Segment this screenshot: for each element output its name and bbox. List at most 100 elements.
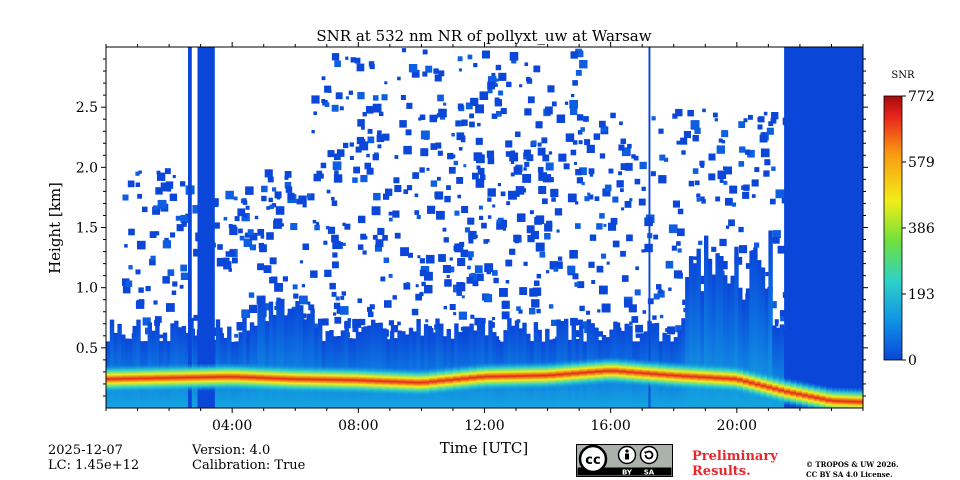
cloud-speckle — [306, 193, 311, 198]
cloud-speckle — [574, 161, 577, 165]
cloud-speckle — [695, 180, 700, 186]
cloud-speckle — [557, 256, 563, 261]
cloud-speckle — [597, 331, 603, 337]
cloud-speckle — [461, 206, 469, 213]
low-signal-strip — [276, 297, 281, 408]
cloud-speckle — [429, 114, 437, 123]
cloud-speckle — [155, 187, 163, 195]
cloud-speckle — [366, 153, 370, 158]
cloud-speckle — [523, 261, 528, 266]
layer-segment — [766, 373, 773, 402]
cloud-speckle — [382, 235, 388, 241]
cloud-speckle — [518, 309, 523, 314]
low-signal-strip — [257, 296, 262, 408]
low-signal-strip — [757, 260, 762, 408]
cloud-speckle — [631, 316, 639, 323]
low-signal-strip — [700, 291, 705, 408]
cloud-speckle — [577, 319, 583, 326]
cloud-speckle — [468, 238, 474, 244]
cloud-speckle — [763, 170, 770, 177]
cloud-speckle — [382, 133, 390, 141]
cloud-speckle — [606, 261, 610, 265]
y-tick-label: 0.5 — [76, 341, 98, 357]
cloud-speckle — [477, 167, 485, 175]
cloud-speckle — [384, 300, 392, 308]
cloud-speckle — [550, 188, 559, 197]
cloud-speckle — [760, 148, 770, 158]
cloud-speckle — [487, 81, 495, 90]
cloud-speckle — [472, 173, 478, 179]
x-tick-label: 04:00 — [212, 418, 252, 434]
cloud-speckle — [475, 104, 484, 114]
layer-segment — [594, 357, 604, 386]
cloud-speckle — [357, 119, 365, 127]
cloud-speckle — [715, 196, 721, 202]
cloud-speckle — [584, 139, 591, 146]
cloud-speckle — [486, 150, 495, 158]
cloud-speckle — [664, 157, 669, 162]
cloud-speckle — [770, 198, 776, 205]
cloud-speckle — [145, 286, 151, 292]
cloud-speckle — [470, 272, 476, 278]
cloud-speckle — [554, 208, 563, 216]
cloud-speckle — [229, 250, 236, 256]
layer-segment — [287, 365, 296, 393]
cloud-speckle — [656, 284, 662, 290]
cloud-speckle — [534, 280, 540, 286]
layer-segment — [492, 362, 501, 391]
cloud-speckle — [641, 186, 646, 191]
cloud-speckle — [653, 234, 659, 240]
cloud-speckle — [420, 130, 430, 140]
low-signal-strip — [745, 292, 751, 408]
cloud-speckle — [696, 193, 701, 198]
cloud-speckle — [741, 185, 746, 190]
copyright-notice: © TROPOS & UW 2026. CC BY SA 4.0 License… — [806, 460, 899, 480]
cloud-speckle — [415, 293, 422, 301]
cloud-speckle — [758, 116, 765, 123]
cloud-speckle — [476, 154, 485, 164]
cloud-speckle — [430, 143, 438, 150]
low-signal-strip — [760, 267, 766, 408]
cloud-speckle — [574, 282, 579, 287]
cloud-speckle — [541, 137, 548, 144]
cloud-speckle — [385, 188, 393, 196]
layer-segment — [295, 365, 304, 394]
cloud-speckle — [352, 318, 362, 328]
cloud-speckle — [509, 52, 519, 61]
cloud-speckle — [333, 302, 341, 309]
cloud-speckle — [357, 298, 363, 303]
cloud-speckle — [154, 320, 160, 326]
colorbar-tick-label: 772 — [908, 89, 935, 105]
cloud-speckle — [122, 285, 131, 294]
cloud-speckle — [446, 274, 450, 279]
layer-segment — [748, 368, 756, 397]
cloud-speckle — [535, 121, 543, 129]
cloud-speckle — [575, 169, 582, 176]
cloud-speckle — [162, 240, 171, 249]
cloud-speckle — [403, 282, 411, 290]
layer-segment — [801, 381, 809, 408]
cloud-speckle — [223, 261, 232, 270]
cloud-speckle — [513, 166, 522, 175]
cloud-speckle — [597, 309, 601, 313]
cloud-speckle — [403, 189, 409, 194]
cloud-speckle — [577, 281, 585, 289]
low-signal-strip — [272, 314, 277, 408]
cloud-speckle — [339, 306, 349, 315]
cloud-speckle — [272, 187, 277, 192]
cloud-speckle — [775, 189, 785, 199]
cloud-speckle — [374, 244, 382, 252]
low-signal-strip — [711, 274, 716, 408]
cloud-speckle — [437, 150, 443, 156]
low-signal-strip — [299, 305, 304, 408]
cloud-speckle — [700, 164, 705, 168]
preliminary-line-2: Results. — [692, 464, 751, 479]
cloud-speckle — [751, 179, 759, 187]
plot-area — [106, 47, 863, 408]
cloud-speckle — [323, 240, 328, 245]
cloud-speckle — [172, 175, 176, 179]
cloud-speckle — [358, 215, 366, 224]
cloud-speckle — [475, 137, 483, 145]
cloud-speckle — [487, 88, 493, 94]
cloud-speckle — [738, 121, 746, 128]
